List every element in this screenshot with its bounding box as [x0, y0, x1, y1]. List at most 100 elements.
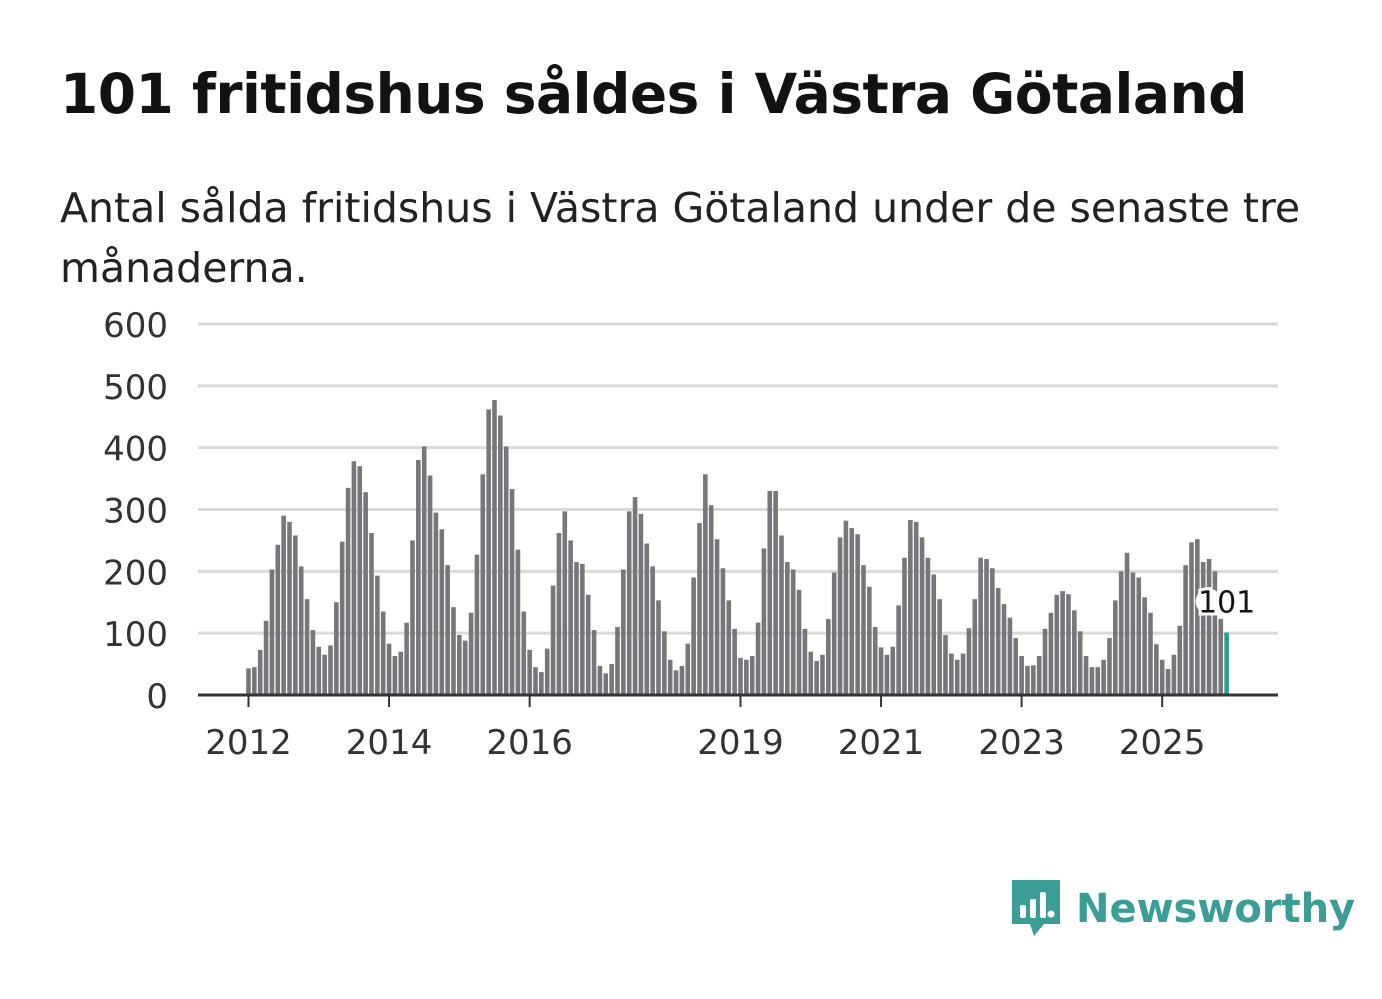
y-tick-label: 300 — [103, 492, 168, 532]
bar — [1159, 659, 1165, 695]
gridlines — [198, 322, 1278, 635]
bar — [609, 664, 614, 695]
bar — [685, 643, 691, 695]
bar — [1060, 591, 1065, 695]
bar — [345, 487, 351, 695]
bar — [568, 540, 573, 695]
bar — [802, 628, 808, 695]
bar — [919, 537, 925, 695]
bar — [298, 566, 304, 695]
bar — [468, 612, 474, 695]
x-tick-label: 2016 — [486, 723, 573, 763]
bar — [925, 557, 931, 695]
x-tick-label: 2023 — [978, 723, 1065, 763]
bar — [410, 540, 415, 695]
bar — [931, 574, 937, 695]
bar — [861, 565, 866, 695]
x-tick-label: 2019 — [697, 723, 784, 763]
bar — [943, 635, 948, 695]
bar — [954, 659, 960, 695]
bar — [650, 566, 655, 695]
bar — [515, 549, 521, 695]
bar — [351, 461, 357, 695]
bar — [1019, 656, 1024, 695]
bar — [820, 654, 825, 695]
bar — [966, 628, 972, 695]
bar — [662, 631, 667, 695]
bar — [890, 646, 896, 695]
bar — [550, 585, 556, 695]
bar — [1177, 625, 1183, 695]
bar — [574, 562, 579, 695]
bar — [1130, 572, 1136, 695]
bar — [556, 533, 562, 695]
bar — [703, 474, 708, 695]
bar — [902, 557, 907, 695]
y-tick-label: 0 — [146, 677, 168, 717]
y-tick-label: 100 — [103, 615, 168, 655]
y-axis-labels: 0 100 200 300 400 500 600 — [103, 306, 168, 717]
bar — [392, 656, 398, 695]
bar — [1212, 571, 1218, 695]
bar — [539, 672, 544, 695]
bar — [1171, 654, 1177, 695]
bar — [767, 490, 773, 695]
bar — [562, 511, 568, 695]
bar — [1077, 631, 1083, 695]
bar — [896, 605, 901, 695]
bar — [1183, 565, 1188, 695]
bar — [257, 649, 263, 695]
bar — [790, 569, 796, 695]
bar — [445, 565, 450, 695]
bar — [498, 415, 503, 695]
bar — [544, 648, 550, 696]
bar — [509, 489, 515, 695]
bar — [1136, 577, 1142, 695]
bar — [462, 640, 468, 695]
bar — [1101, 659, 1106, 695]
bar — [316, 646, 322, 695]
chart-subtitle: Antal sålda fritidshus i Västra Götaland… — [60, 184, 1301, 292]
bar — [492, 400, 497, 695]
bar — [621, 569, 626, 695]
bar — [1054, 594, 1060, 695]
bar — [779, 535, 784, 695]
brand-name: Newsworthy — [1076, 886, 1356, 932]
bar — [1107, 638, 1112, 695]
bar — [386, 643, 392, 695]
bar — [1148, 612, 1153, 695]
bar — [720, 568, 726, 695]
bar — [913, 521, 919, 695]
bar — [837, 537, 843, 695]
bar — [503, 446, 509, 695]
bar — [761, 548, 767, 695]
highlight-value-label: 101 — [1198, 586, 1255, 621]
bar — [474, 554, 480, 695]
bar — [1206, 558, 1212, 695]
annotation-halo — [1195, 588, 1222, 615]
bar — [732, 628, 737, 695]
bar — [252, 667, 257, 695]
bar — [451, 607, 456, 695]
bar — [293, 535, 298, 695]
bar — [738, 657, 743, 695]
bar — [310, 630, 316, 695]
bar-chart: 0 100 200 300 400 500 600 2012 2014 2016 2019 2021… — [103, 306, 1278, 763]
newsworthy-logo-icon — [1012, 880, 1060, 936]
bar-highlighted — [1224, 632, 1229, 695]
bar — [972, 599, 978, 695]
bar — [246, 668, 251, 695]
bar — [480, 474, 486, 695]
bar — [1095, 667, 1101, 695]
bar — [1218, 618, 1224, 695]
bar — [1189, 542, 1194, 695]
bar — [1013, 638, 1019, 695]
bar — [1031, 665, 1036, 695]
bar — [814, 660, 819, 695]
bar — [486, 409, 491, 695]
bar — [884, 654, 890, 695]
bar — [615, 626, 620, 695]
bar — [726, 600, 732, 695]
bar — [714, 539, 720, 695]
bar — [263, 620, 269, 695]
